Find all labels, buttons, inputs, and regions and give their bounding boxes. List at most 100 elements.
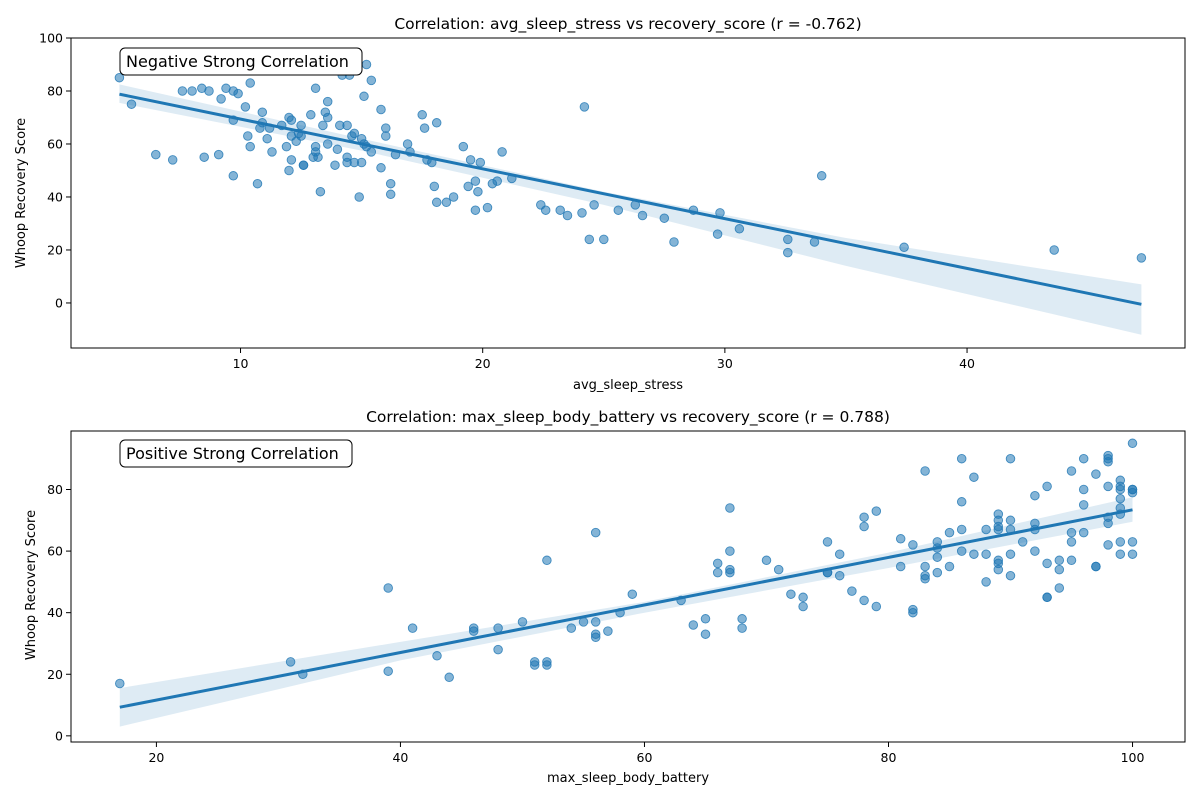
data-point bbox=[464, 182, 473, 191]
data-point bbox=[403, 140, 412, 149]
data-point bbox=[1116, 485, 1125, 494]
chart-title: Correlation: avg_sleep_stress vs recover… bbox=[394, 15, 861, 34]
data-point bbox=[518, 618, 527, 627]
data-point bbox=[701, 630, 710, 639]
data-point bbox=[178, 87, 187, 96]
data-point bbox=[355, 193, 364, 202]
data-point bbox=[494, 624, 503, 633]
data-point bbox=[1055, 556, 1064, 565]
stress-recovery-chart: Correlation: avg_sleep_stress vs recover… bbox=[14, 15, 1185, 393]
data-point bbox=[127, 100, 136, 109]
data-point bbox=[848, 587, 857, 596]
data-point bbox=[1116, 494, 1125, 503]
data-point bbox=[246, 142, 255, 151]
data-point bbox=[799, 602, 808, 611]
data-point bbox=[628, 590, 637, 599]
data-point bbox=[1055, 565, 1064, 574]
data-point bbox=[994, 565, 1003, 574]
data-point bbox=[600, 235, 609, 244]
data-point bbox=[433, 652, 442, 661]
data-point bbox=[994, 525, 1003, 534]
data-point bbox=[1067, 538, 1076, 547]
data-point bbox=[286, 658, 295, 667]
data-point bbox=[614, 206, 623, 215]
data-point bbox=[471, 177, 480, 186]
data-point bbox=[738, 624, 747, 633]
data-point bbox=[1018, 538, 1027, 547]
data-point bbox=[357, 158, 366, 167]
data-point bbox=[1128, 550, 1137, 559]
data-point bbox=[921, 562, 930, 571]
data-point bbox=[333, 145, 342, 154]
data-point bbox=[430, 182, 439, 191]
data-point bbox=[567, 624, 576, 633]
y-tick-label: 40 bbox=[47, 189, 63, 204]
data-point bbox=[787, 590, 796, 599]
data-point bbox=[367, 76, 376, 85]
data-point bbox=[872, 602, 881, 611]
data-point bbox=[360, 92, 369, 101]
data-point bbox=[823, 538, 832, 547]
data-point bbox=[909, 541, 918, 550]
data-point bbox=[299, 161, 308, 170]
data-point bbox=[258, 108, 267, 117]
regression-line bbox=[119, 94, 1141, 304]
data-point bbox=[784, 248, 793, 257]
data-point bbox=[543, 661, 552, 670]
data-point bbox=[1128, 538, 1137, 547]
confidence-band bbox=[120, 497, 1133, 726]
data-point bbox=[152, 150, 161, 159]
data-point bbox=[921, 575, 930, 584]
data-point bbox=[362, 60, 371, 69]
data-point bbox=[408, 624, 417, 633]
data-point bbox=[563, 211, 572, 220]
data-point bbox=[459, 142, 468, 151]
data-point bbox=[498, 148, 507, 157]
y-tick-label: 0 bbox=[55, 728, 63, 743]
data-point bbox=[331, 161, 340, 170]
data-point bbox=[307, 111, 316, 120]
data-point bbox=[469, 627, 478, 636]
data-point bbox=[241, 103, 250, 112]
data-point bbox=[471, 206, 480, 215]
data-point bbox=[982, 525, 991, 534]
data-point bbox=[921, 467, 930, 476]
data-point bbox=[860, 596, 869, 605]
data-point bbox=[896, 535, 905, 544]
data-point bbox=[442, 198, 451, 207]
data-point bbox=[217, 95, 226, 104]
data-point bbox=[591, 633, 600, 642]
x-tick-label: 20 bbox=[475, 356, 491, 371]
data-point bbox=[377, 105, 386, 114]
data-point bbox=[1006, 454, 1015, 463]
x-tick-label: 40 bbox=[392, 750, 408, 765]
data-point bbox=[1104, 482, 1113, 491]
annotation-box: Negative Strong Correlation bbox=[120, 48, 362, 75]
data-point bbox=[726, 504, 735, 513]
data-point bbox=[1116, 550, 1125, 559]
data-point bbox=[1104, 541, 1113, 550]
data-point bbox=[1067, 556, 1076, 565]
data-point bbox=[253, 179, 262, 188]
data-point bbox=[234, 89, 243, 98]
data-point bbox=[367, 148, 376, 157]
data-point bbox=[1031, 547, 1040, 556]
data-point bbox=[432, 119, 441, 128]
data-point bbox=[957, 454, 966, 463]
confidence-band bbox=[119, 84, 1141, 334]
data-point bbox=[933, 553, 942, 562]
data-point bbox=[1006, 571, 1015, 580]
x-axis-label: avg_sleep_stress bbox=[573, 378, 683, 393]
data-point bbox=[860, 513, 869, 522]
data-point bbox=[713, 230, 722, 239]
chart-title: Correlation: max_sleep_body_battery vs r… bbox=[366, 408, 890, 427]
y-axis-label: Whoop Recovery Score bbox=[24, 510, 39, 660]
data-point bbox=[382, 124, 391, 133]
data-point bbox=[799, 593, 808, 602]
data-point bbox=[445, 673, 454, 682]
x-tick-label: 80 bbox=[881, 750, 897, 765]
data-point bbox=[1079, 485, 1088, 494]
data-point bbox=[957, 498, 966, 507]
data-point bbox=[762, 556, 771, 565]
